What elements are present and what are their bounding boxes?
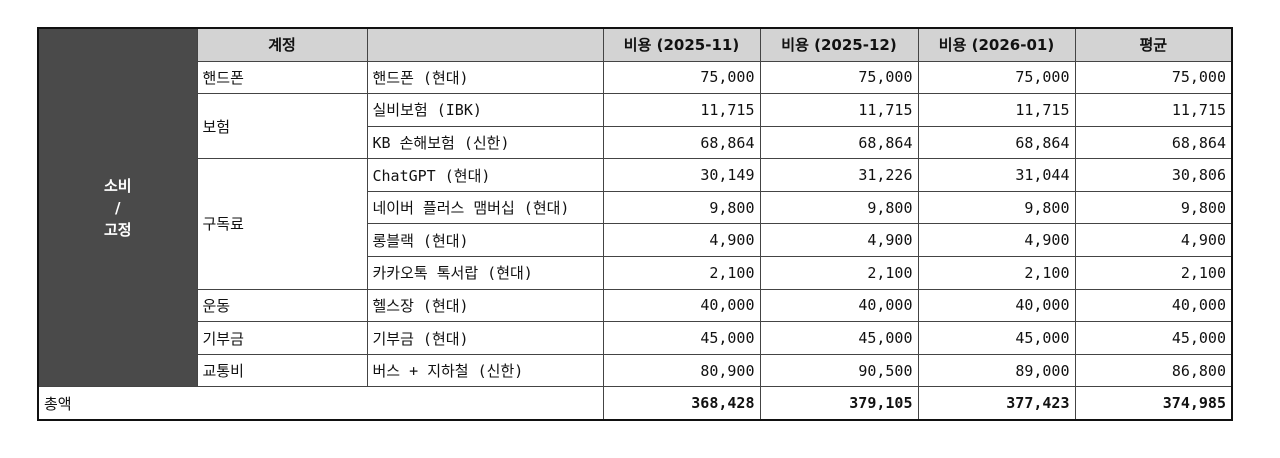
value-cell: 2,100	[917, 256, 1076, 290]
total-average: 374,985	[1074, 386, 1233, 421]
item-cell: 핸드폰 (현대)	[366, 60, 604, 95]
total-label: 총액	[37, 386, 604, 421]
average-cell: 9,800	[1074, 190, 1233, 225]
value-cell: 11,715	[602, 93, 761, 127]
value-cell: 80,900	[602, 353, 761, 388]
group-label-line1: 소비	[103, 176, 132, 195]
header-cost-2025-11: 비용 (2025-11)	[602, 27, 761, 62]
category-cell: 핸드폰	[196, 60, 368, 95]
value-cell: 68,864	[602, 125, 761, 160]
value-cell: 31,226	[759, 158, 919, 192]
value-cell: 2,100	[602, 256, 761, 290]
value-cell: 68,864	[759, 125, 919, 160]
value-cell: 11,715	[759, 93, 919, 127]
item-cell: 헬스장 (현대)	[366, 288, 604, 323]
value-cell: 9,800	[759, 190, 919, 225]
item-cell: 실비보험 (IBK)	[366, 93, 604, 127]
total-row: 총액 368,428 379,105 377,423 374,985	[37, 386, 1233, 421]
average-cell: 2,100	[1074, 256, 1233, 290]
table-row: 교통비 버스 + 지하철 (신한) 80,900 90,500 89,000 8…	[38, 353, 1233, 388]
value-cell: 68,864	[917, 125, 1076, 160]
total-value: 368,428	[602, 386, 761, 421]
group-label-cell: 소비 / 고정	[37, 27, 198, 388]
category-cell: 기부금	[196, 321, 368, 355]
average-cell: 45,000	[1074, 321, 1233, 355]
header-item	[366, 27, 604, 62]
table-row: 롱블랙 (현대) 4,900 4,900 4,900 4,900	[38, 223, 1233, 258]
category-cell: 교통비	[196, 353, 368, 388]
item-cell: 네이버 플러스 맴버십 (현대)	[366, 190, 604, 225]
value-cell: 40,000	[917, 288, 1076, 323]
item-cell: 롱블랙 (현대)	[366, 223, 604, 258]
average-cell: 86,800	[1074, 353, 1233, 388]
item-cell: 버스 + 지하철 (신한)	[366, 353, 604, 388]
table-row: 네이버 플러스 맴버십 (현대) 9,800 9,800 9,800 9,800	[38, 190, 1233, 225]
item-cell: KB 손해보험 (신한)	[366, 125, 604, 160]
item-cell: 카카오톡 톡서랍 (현대)	[366, 256, 604, 290]
table-row: 기부금 기부금 (현대) 45,000 45,000 45,000 45,000	[38, 321, 1233, 355]
average-cell: 30,806	[1074, 158, 1233, 192]
value-cell: 40,000	[759, 288, 919, 323]
table-row: 핸드폰 핸드폰 (현대) 75,000 75,000 75,000 75,000	[38, 60, 1233, 95]
value-cell: 4,900	[602, 223, 761, 258]
expense-table: 소비 / 고정 계정 비용 (2025-11) 비용 (2025-12) 비용 …	[37, 27, 1233, 421]
header-cost-2025-12: 비용 (2025-12)	[759, 27, 919, 62]
header-account: 계정	[196, 27, 368, 62]
value-cell: 2,100	[759, 256, 919, 290]
value-cell: 89,000	[917, 353, 1076, 388]
value-cell: 75,000	[602, 60, 761, 95]
header-average: 평균	[1074, 27, 1233, 62]
value-cell: 75,000	[759, 60, 919, 95]
table-row: KB 손해보험 (신한) 68,864 68,864 68,864 68,864	[38, 125, 1233, 160]
average-cell: 4,900	[1074, 223, 1233, 258]
group-label-line3: 고정	[103, 220, 132, 239]
value-cell: 40,000	[602, 288, 761, 323]
value-cell: 75,000	[917, 60, 1076, 95]
header-row: 소비 / 고정 계정 비용 (2025-11) 비용 (2025-12) 비용 …	[37, 27, 1233, 388]
value-cell: 45,000	[602, 321, 761, 355]
category-cell: 운동	[196, 288, 368, 323]
value-cell: 45,000	[917, 321, 1076, 355]
value-cell: 9,800	[602, 190, 761, 225]
value-cell: 31,044	[917, 158, 1076, 192]
average-cell: 75,000	[1074, 60, 1233, 95]
table-row: 보험 실비보험 (IBK) 11,715 11,715 11,715 11,71…	[38, 93, 1233, 160]
value-cell: 4,900	[917, 223, 1076, 258]
header-cost-2026-01: 비용 (2026-01)	[917, 27, 1076, 62]
value-cell: 4,900	[759, 223, 919, 258]
table-row: 카카오톡 톡서랍 (현대) 2,100 2,100 2,100 2,100	[38, 256, 1233, 290]
value-cell: 9,800	[917, 190, 1076, 225]
value-cell: 45,000	[759, 321, 919, 355]
group-label-line2: /	[115, 198, 121, 217]
category-cell: 구독료	[196, 158, 368, 290]
total-value: 379,105	[759, 386, 919, 421]
average-cell: 11,715	[1074, 93, 1233, 127]
value-cell: 30,149	[602, 158, 761, 192]
total-value: 377,423	[917, 386, 1076, 421]
table-row: 운동 헬스장 (현대) 40,000 40,000 40,000 40,000	[38, 288, 1233, 323]
average-cell: 40,000	[1074, 288, 1233, 323]
value-cell: 11,715	[917, 93, 1076, 127]
item-cell: 기부금 (현대)	[366, 321, 604, 355]
item-cell: ChatGPT (현대)	[366, 158, 604, 192]
value-cell: 90,500	[759, 353, 919, 388]
table-row: 구독료 ChatGPT (현대) 30,149 31,226 31,044 30…	[38, 158, 1233, 290]
average-cell: 68,864	[1074, 125, 1233, 160]
category-cell: 보험	[196, 93, 368, 160]
